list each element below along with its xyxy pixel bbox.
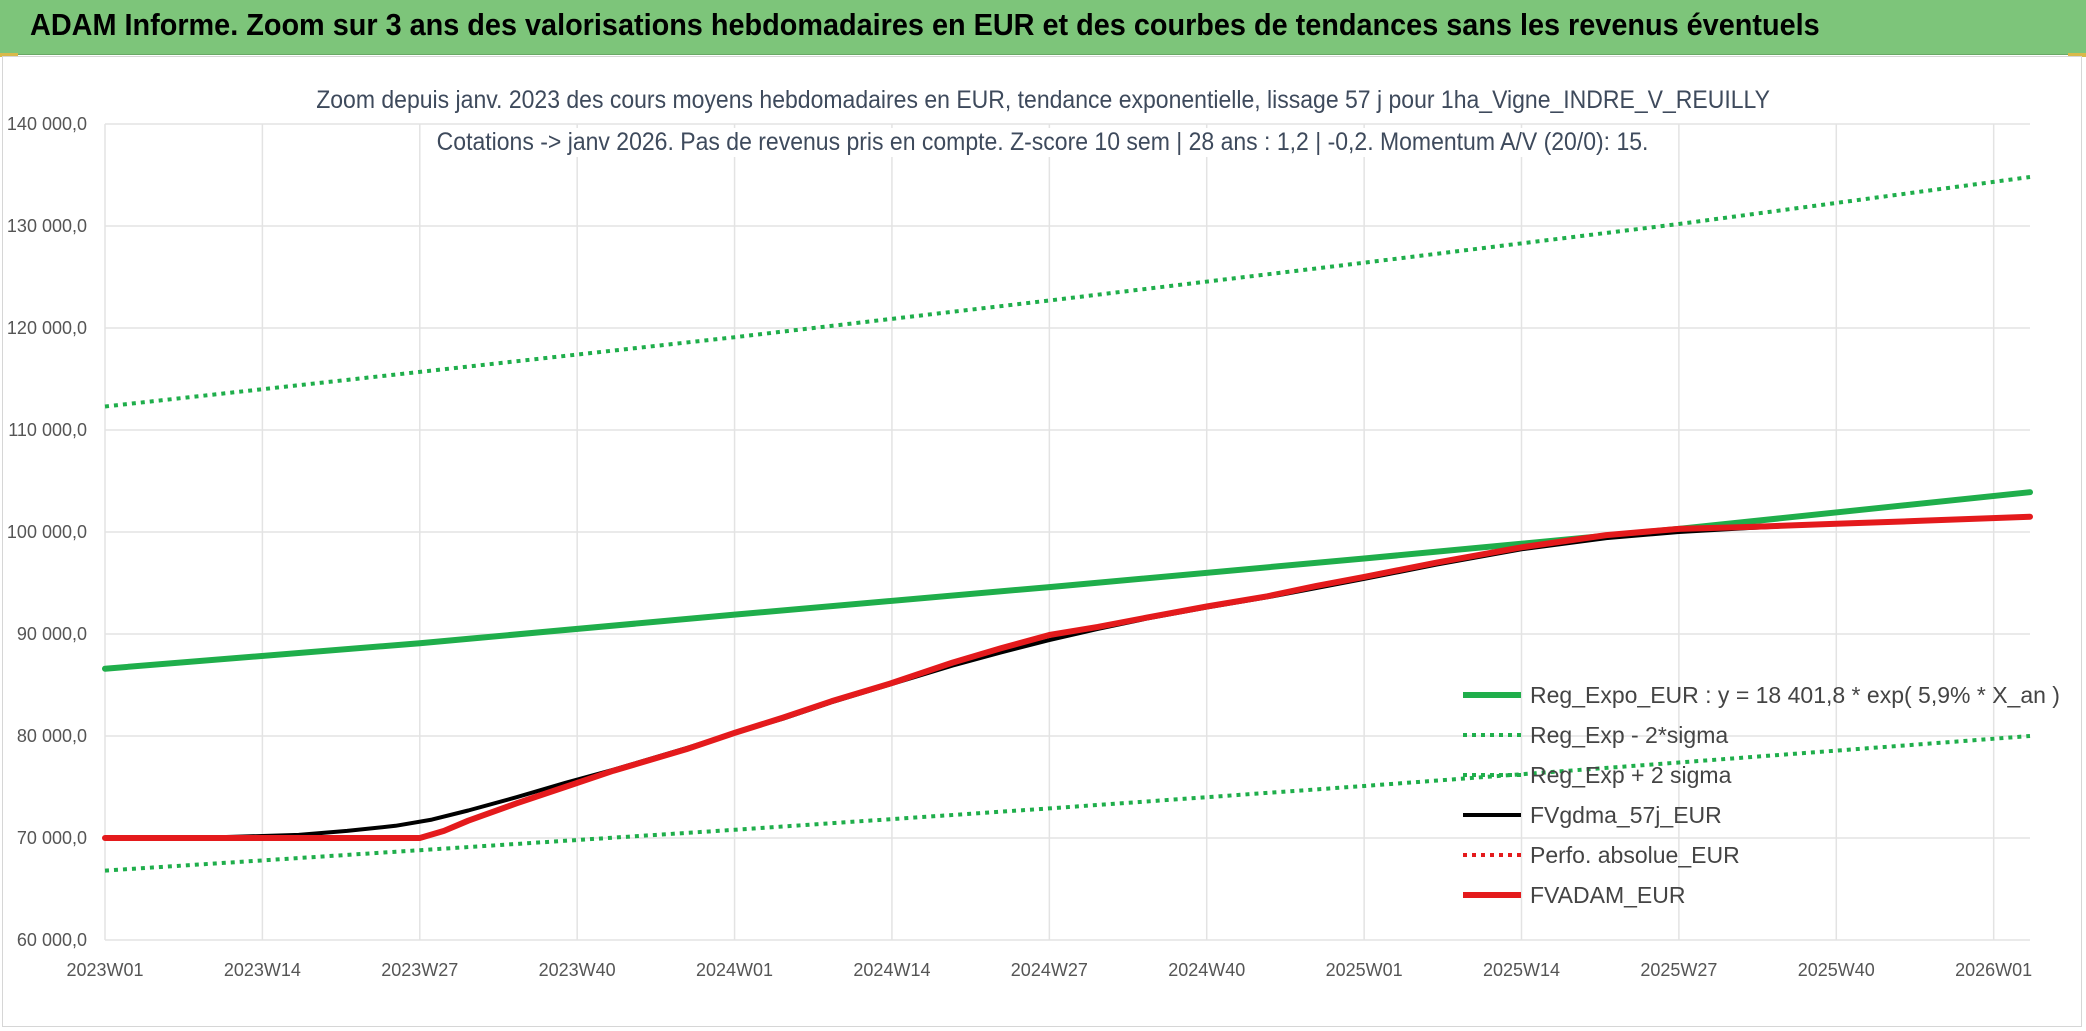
x-tick-label: 2023W27	[381, 960, 458, 980]
y-tick-label: 90 000,0	[17, 624, 87, 644]
y-tick-label: 60 000,0	[17, 930, 87, 950]
x-tick-label: 2023W40	[539, 960, 616, 980]
legend-label: Reg_Exp + 2 sigma	[1530, 762, 1732, 788]
x-tick-label: 2024W01	[696, 960, 773, 980]
series-line-2	[104, 175, 2031, 409]
x-tick-label: 2023W14	[224, 960, 301, 980]
legend-label: FVADAM_EUR	[1530, 882, 1686, 908]
y-tick-label: 140 000,0	[7, 114, 87, 134]
legend-label: FVgdma_57j_EUR	[1530, 802, 1722, 828]
chart-grid	[104, 123, 2030, 941]
chart-legend: Reg_Expo_EUR : y = 18 401,8 * exp( 5,9% …	[1463, 682, 2060, 908]
chart-title-line-2: Cotations -> janv 2026. Pas de revenus p…	[0, 128, 2086, 157]
x-tick-label: 2024W14	[853, 960, 930, 980]
chart-title-line-1-text: Zoom depuis janv. 2023 des cours moyens …	[312, 86, 1774, 115]
chart-frame	[2, 56, 2082, 1027]
series-line-1	[104, 734, 2031, 873]
legend-label: Reg_Expo_EUR : y = 18 401,8 * exp( 5,9% …	[1530, 682, 2060, 708]
y-tick-label: 110 000,0	[8, 420, 87, 440]
x-tick-label: 2025W01	[1326, 960, 1403, 980]
x-tick-label: 2025W27	[1640, 960, 1717, 980]
corner-mark-left	[0, 53, 18, 57]
legend-label: Perfo. absolue_EUR	[1530, 842, 1740, 868]
corner-mark-right	[2068, 53, 2086, 57]
x-tick-label: 2025W40	[1798, 960, 1875, 980]
y-tick-label: 130 000,0	[7, 216, 87, 236]
series-line-3	[103, 514, 2032, 840]
y-tick-label: 70 000,0	[17, 828, 87, 848]
report-title: ADAM Informe. Zoom sur 3 ans des valoris…	[30, 7, 1820, 42]
x-tick-label: 2026W01	[1955, 960, 2032, 980]
y-tick-label: 100 000,0	[7, 522, 87, 542]
series-line-0	[102, 489, 2033, 672]
x-tick-label: 2024W27	[1011, 960, 1088, 980]
x-tick-label: 2023W01	[66, 960, 143, 980]
report-banner: ADAM Informe. Zoom sur 3 ans des valoris…	[0, 0, 2086, 55]
chart-axis-labels: 60 000,0 70 000,0 80 000,0 90 000,0 100 000,…	[7, 114, 2032, 980]
chart-title-line-1: Zoom depuis janv. 2023 des cours moyens …	[0, 86, 2086, 115]
series-line-5	[102, 513, 2033, 841]
y-tick-label: 80 000,0	[17, 726, 87, 746]
chart-series	[102, 175, 2033, 873]
chart-title-line-2-text: Cotations -> janv 2026. Pas de revenus p…	[433, 128, 1653, 157]
x-tick-label: 2025W14	[1483, 960, 1560, 980]
legend-label: Reg_Exp - 2*sigma	[1530, 722, 1728, 748]
y-tick-label: 120 000,0	[7, 318, 87, 338]
x-tick-label: 2024W40	[1168, 960, 1245, 980]
